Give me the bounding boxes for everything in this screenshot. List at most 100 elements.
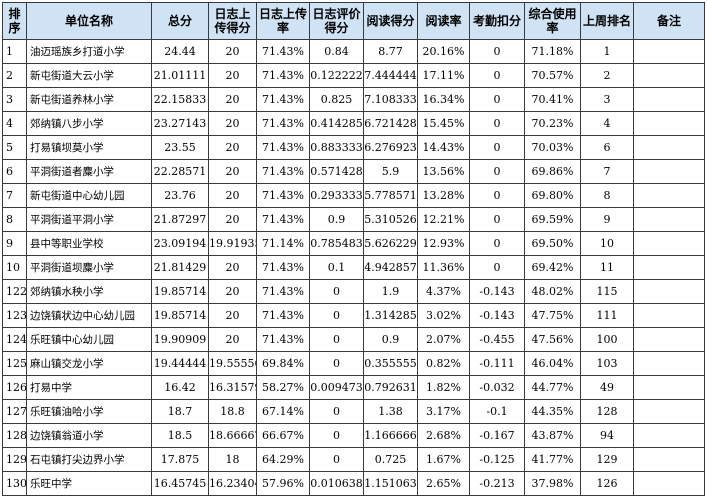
log-review-score-cell: 0.84 — [309, 39, 364, 64]
reading-rate-cell: 2.65% — [417, 471, 470, 496]
rank-cell: 125 — [2, 351, 27, 376]
log-review-score-cell: 0 — [309, 303, 364, 328]
attendance-deduction-cell: 0 — [469, 159, 525, 184]
overall-usage-rate-cell: 44.35% — [524, 399, 581, 424]
log-upload-rate-header: 日志上传率 — [256, 2, 310, 40]
attendance-deduction-cell: -0.455 — [469, 327, 525, 352]
log-review-score-cell: 0 — [309, 399, 364, 424]
table-row: 3 新屯街道养林小学 22.15833 20 71.43% 0.825 7.108333 16… — [2, 87, 705, 112]
overall-usage-rate-cell: 70.23% — [524, 111, 581, 136]
remarks-cell — [633, 183, 705, 208]
total-score-cell: 19.85714 — [151, 279, 209, 304]
log-upload-rate-cell: 71.43% — [256, 255, 310, 280]
log-upload-rate-cell: 69.84% — [256, 351, 310, 376]
rank-cell: 3 — [2, 87, 27, 112]
table-row: 9 县中等职业学校 23.09194 19.91935 71.14% 0.785483 5.… — [2, 231, 705, 256]
total-score-cell: 19.44444 — [151, 351, 209, 376]
remarks-cell — [633, 39, 705, 64]
table-row: 6 平洞街道者麋小学 22.28571 20 71.43% 0.571428 5.9 13.5… — [2, 159, 705, 184]
log-upload-rate-cell: 58.27% — [256, 375, 310, 400]
rank-cell: 127 — [2, 399, 27, 424]
last-week-rank-cell: 2 — [580, 63, 634, 88]
log-upload-rate-cell: 71.43% — [256, 159, 310, 184]
reading-rate-cell: 13.28% — [417, 183, 470, 208]
reading-rate-header: 阅读率 — [417, 2, 470, 40]
reading-score-cell: 1.166666 — [363, 423, 418, 448]
log-review-score-cell: 0.1 — [309, 255, 364, 280]
overall-usage-rate-cell: 69.50% — [524, 231, 581, 256]
last-week-rank-cell: 128 — [580, 399, 634, 424]
table-row: 4 郊纳镇八步小学 23.27143 20 71.43% 0.414285 6.721428… — [2, 111, 705, 136]
total-score-cell: 21.81429 — [151, 255, 209, 280]
reading-rate-cell: 11.36% — [417, 255, 470, 280]
attendance-deduction-cell: 0 — [469, 255, 525, 280]
attendance-deduction-cell: -0.032 — [469, 375, 525, 400]
last-week-rank-cell: 115 — [580, 279, 634, 304]
overall-usage-rate-cell: 47.75% — [524, 303, 581, 328]
overall-usage-rate-cell: 69.80% — [524, 183, 581, 208]
reading-score-cell: 1.38 — [363, 399, 418, 424]
unit-name-cell: 边饶镇状边中心幼儿园 — [26, 303, 152, 328]
log-review-score-header: 日志评价得分 — [309, 2, 364, 40]
reading-rate-cell: 1.67% — [417, 447, 470, 472]
remarks-cell — [633, 279, 705, 304]
log-review-score-cell: 0.414285 — [309, 111, 364, 136]
rank-cell: 126 — [2, 375, 27, 400]
log-review-score-cell: 0.825 — [309, 87, 364, 112]
log-upload-rate-cell: 71.43% — [256, 39, 310, 64]
reading-score-cell: 5.9 — [363, 159, 418, 184]
attendance-deduction-cell: 0 — [469, 231, 525, 256]
total-score-cell: 23.76 — [151, 183, 209, 208]
rank-cell: 9 — [2, 231, 27, 256]
reading-score-header: 阅读得分 — [363, 2, 418, 40]
log-upload-score-cell: 19.91935 — [208, 231, 257, 256]
unit-name-cell: 乐旺镇油哈小学 — [26, 399, 152, 424]
overall-usage-rate-cell: 69.59% — [524, 207, 581, 232]
attendance-deduction-cell: -0.143 — [469, 279, 525, 304]
log-upload-rate-cell: 71.43% — [256, 135, 310, 160]
table-row: 122 郊纳镇水秧小学 19.85714 20 71.43% 0 1.9 4.37% -0.14… — [2, 279, 705, 304]
reading-score-cell: 5.626229 — [363, 231, 418, 256]
log-review-score-cell: 0 — [309, 279, 364, 304]
rank-cell: 10 — [2, 255, 27, 280]
last-week-rank-cell: 126 — [580, 471, 634, 496]
rank-cell: 124 — [2, 327, 27, 352]
attendance-deduction-cell: -0.143 — [469, 303, 525, 328]
total-score-cell: 21.01111 — [151, 63, 209, 88]
last-week-rank-cell: 7 — [580, 159, 634, 184]
unit-name-cell: 麻山镇交龙小学 — [26, 351, 152, 376]
overall-usage-rate-cell: 69.86% — [524, 159, 581, 184]
reading-score-cell: 0.9 — [363, 327, 418, 352]
reading-rate-cell: 2.07% — [417, 327, 470, 352]
attendance-deduction-cell: 0 — [469, 87, 525, 112]
log-upload-score-cell: 20 — [208, 279, 257, 304]
rank-cell: 130 — [2, 471, 27, 496]
last-week-rank-cell: 11 — [580, 255, 634, 280]
rank-cell: 122 — [2, 279, 27, 304]
overall-usage-rate-cell: 37.98% — [524, 471, 581, 496]
reading-rate-cell: 15.45% — [417, 111, 470, 136]
reading-score-cell: 5.310526 — [363, 207, 418, 232]
log-upload-rate-cell: 71.43% — [256, 327, 310, 352]
overall-usage-rate-cell: 43.87% — [524, 423, 581, 448]
attendance-deduction-cell: -0.213 — [469, 471, 525, 496]
overall-usage-rate-cell: 69.42% — [524, 255, 581, 280]
reading-rate-cell: 0.82% — [417, 351, 470, 376]
last-week-rank-cell: 4 — [580, 111, 634, 136]
total-score-cell: 16.42 — [151, 375, 209, 400]
attendance-deduction-cell: 0 — [469, 111, 525, 136]
log-review-score-cell: 0.883333 — [309, 135, 364, 160]
total-score-cell: 19.90909 — [151, 327, 209, 352]
table-row: 10 平洞街道坝麋小学 21.81429 20 71.43% 0.1 4.942857 11.… — [2, 255, 705, 280]
remarks-cell — [633, 63, 705, 88]
total-score-cell: 23.27143 — [151, 111, 209, 136]
last-week-rank-cell: 8 — [580, 183, 634, 208]
log-upload-score-cell: 20 — [208, 255, 257, 280]
log-review-score-cell: 0 — [309, 423, 364, 448]
last-week-rank-cell: 94 — [580, 423, 634, 448]
table-row: 129 石屯镇打尖边界小学 17.875 18 64.29% 0 0.725 1.67% -0.… — [2, 447, 705, 472]
unit-name-cell: 新屯街道中心幼儿园 — [26, 183, 152, 208]
log-upload-rate-cell: 71.43% — [256, 87, 310, 112]
unit-name-header: 单位名称 — [26, 2, 152, 40]
overall-usage-rate-cell: 70.41% — [524, 87, 581, 112]
